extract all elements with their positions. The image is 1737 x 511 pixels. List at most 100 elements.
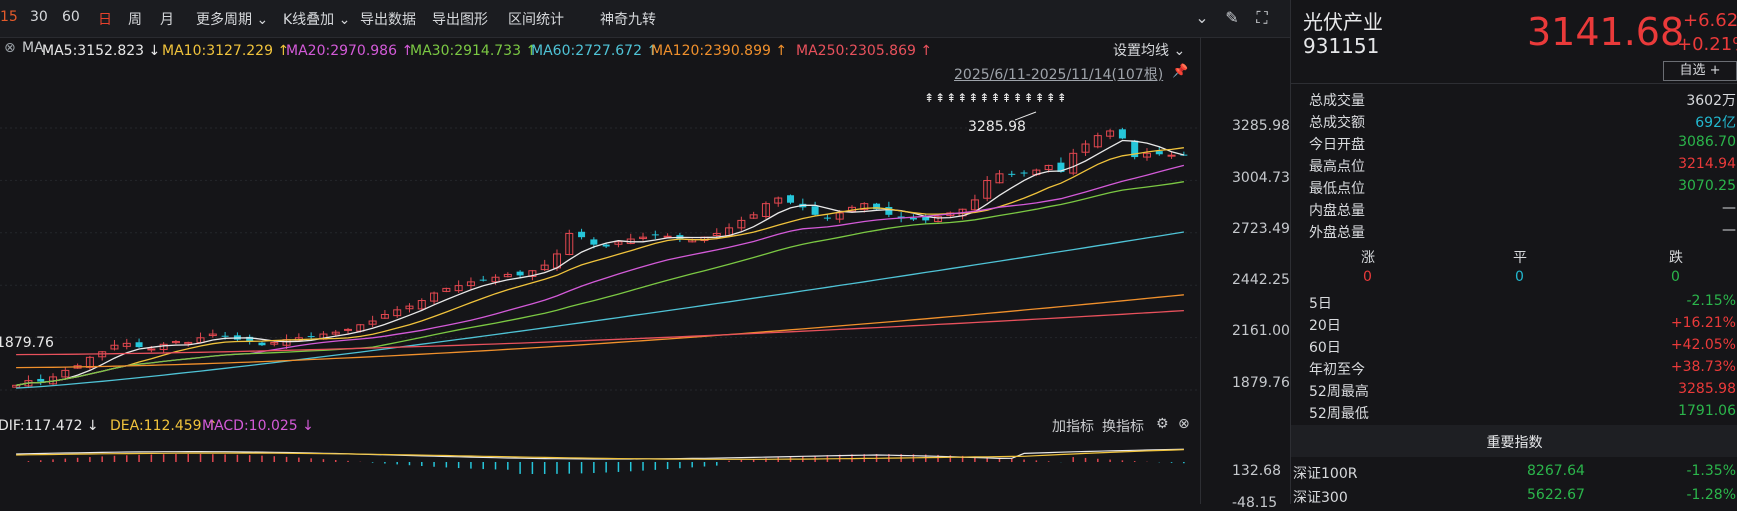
kline-chart[interactable]: 3285.98 1879.76 ⇞⇞⇞⇞⇞⇞⇞⇞⇞⇞⇞⇞⇞	[0, 90, 1200, 410]
candle-body	[491, 276, 500, 283]
perf-label: 60日	[1309, 340, 1341, 356]
price-axis-label-4: 2161.00	[1232, 323, 1290, 339]
stat-row: 最高点位 3214.94	[1291, 154, 1737, 176]
index-section-header: 重要指数	[1291, 425, 1737, 457]
index-change: -1.35%	[1686, 463, 1736, 479]
ma-prefix: MA	[22, 40, 44, 56]
candle-body	[909, 217, 917, 220]
breadth-header-1: 平	[1513, 250, 1527, 266]
brush-icon[interactable]: ✎	[1225, 8, 1239, 27]
candle-body	[1081, 143, 1090, 153]
candle-body	[774, 197, 783, 204]
candle-body	[1044, 164, 1053, 171]
ma-line-250	[16, 309, 1184, 356]
chevron-circle-icon[interactable]: ⌄	[1195, 8, 1209, 27]
candle-body	[712, 232, 721, 237]
candle-body	[749, 214, 758, 219]
index-name: 深证300	[1293, 490, 1348, 506]
macd-item-2: MACD:10.025 ↓	[202, 418, 314, 434]
pin-icon[interactable]: 📌	[1172, 64, 1189, 79]
high-annotation: 3285.98	[968, 119, 1026, 135]
index-row[interactable]: 深证300 5622.67 -1.28%	[1291, 485, 1737, 507]
ma-toggle-icon[interactable]: ⊗	[4, 40, 16, 56]
candle-body	[466, 281, 475, 287]
index-row[interactable]: 深证100R 8267.64 -1.35%	[1291, 461, 1737, 483]
macd-item-1: DEA:112.459 ↑	[110, 418, 218, 434]
stat-value: 3086.70	[1678, 134, 1736, 150]
index-change: -1.28%	[1686, 487, 1736, 503]
index-section-title: 重要指数	[1486, 435, 1543, 451]
perf-label: 52周最高	[1309, 384, 1369, 400]
candle-body	[787, 195, 795, 203]
candle-body	[516, 271, 524, 276]
stat-row: 今日开盘 3086.70	[1291, 132, 1737, 154]
price-axis-label-0: 3285.98	[1232, 118, 1290, 134]
stat-label: 最高点位	[1309, 159, 1365, 175]
candle-body	[368, 320, 377, 325]
close-icon[interactable]: ⊗	[1178, 416, 1190, 432]
perf-value: +16.21%	[1670, 315, 1736, 331]
candle-body	[565, 232, 574, 256]
candle-body	[159, 343, 168, 351]
stat-row: 总成交额 692亿	[1291, 110, 1737, 132]
gear-icon[interactable]: ⚙	[1156, 416, 1169, 432]
fullscreen-icon[interactable]: ⛶	[1256, 8, 1268, 27]
candle-body	[307, 336, 315, 338]
candle-body	[246, 336, 254, 342]
candle-body	[1008, 173, 1016, 175]
stat-label: 内盘总量	[1309, 203, 1365, 219]
ma-item-2: MA20:2970.986 ↑	[286, 43, 414, 59]
toolbar-item-6[interactable]: 更多周期 ⌄	[196, 12, 269, 28]
toolbar-item-7[interactable]: K线叠加 ⌄	[283, 12, 351, 28]
stat-row: 外盘总量 —	[1291, 220, 1737, 242]
index-value: 5622.67	[1527, 487, 1585, 503]
perf-label: 20日	[1309, 318, 1341, 334]
stock-name: 光伏产业	[1303, 10, 1383, 34]
price-axis-label-5: 1879.76	[1232, 375, 1290, 391]
toolbar-item-5[interactable]: 月	[160, 12, 174, 28]
candle-body	[258, 342, 266, 346]
toolbar-item-4[interactable]: 周	[128, 12, 142, 28]
ma-line-60	[16, 231, 1185, 389]
stat-label: 总成交额	[1309, 115, 1365, 131]
perf-row: 52周最高 3285.98	[1291, 379, 1737, 401]
toolbar-item-9[interactable]: 导出图形	[432, 12, 488, 28]
candle-body	[578, 231, 586, 238]
toolbar-item-8[interactable]: 导出数据	[360, 12, 416, 28]
breadth-header-2: 跌	[1669, 250, 1683, 266]
chart-toolbar: 15 30 60 日周月更多周期 ⌄ K线叠加 ⌄ 导出数据 导出图形 区间统计 神奇九转 ⌄ …	[0, 0, 1290, 38]
candle-body	[995, 173, 1004, 184]
candle-body	[331, 331, 340, 335]
macd-ylabel-bottom: -48.15	[1232, 495, 1278, 511]
quote-panel: 光伏产业 931151 3141.68 +6.62 +0.21% 自选 + 总成…	[1290, 0, 1737, 507]
toolbar-item-0[interactable]: 15	[0, 9, 18, 25]
candle-body	[663, 235, 672, 238]
high-annotation-arrow	[1014, 111, 1037, 121]
divider	[1291, 83, 1737, 84]
candle-body	[823, 217, 831, 219]
swap-indicator-button[interactable]: 换指标	[1102, 419, 1144, 435]
perf-value: 3285.98	[1678, 381, 1736, 397]
toolbar-item-10[interactable]: 区间统计	[508, 12, 564, 28]
toolbar-item-3[interactable]: 日	[98, 12, 112, 28]
perf-row: 52周最低 1791.06	[1291, 401, 1737, 423]
index-value: 8267.64	[1527, 463, 1585, 479]
candle-body	[614, 241, 623, 245]
candle-body	[835, 212, 844, 220]
toolbar-item-2[interactable]: 60	[62, 9, 80, 25]
candle-body	[85, 356, 94, 368]
add-watchlist-button[interactable]: 自选 +	[1663, 61, 1737, 81]
ma-item-0: MA5:3152.823 ↓	[42, 43, 161, 59]
ma-settings-button[interactable]: 设置均线 ⌄	[1113, 43, 1186, 59]
perf-value: -2.15%	[1686, 293, 1736, 309]
stat-label: 今日开盘	[1309, 137, 1365, 153]
candle-body	[122, 342, 131, 347]
perf-row: 20日 +16.21%	[1291, 313, 1737, 335]
candle-body	[811, 206, 819, 215]
breadth-value-0: 0	[1363, 269, 1372, 285]
toolbar-item-1[interactable]: 30	[30, 9, 48, 25]
add-indicator-button[interactable]: 加指标	[1052, 419, 1094, 435]
stat-label: 最低点位	[1309, 181, 1365, 197]
signal-arrows: ⇞⇞⇞⇞⇞⇞⇞⇞⇞⇞⇞⇞⇞	[924, 91, 1068, 105]
toolbar-item-11[interactable]: 神奇九转	[600, 12, 656, 28]
